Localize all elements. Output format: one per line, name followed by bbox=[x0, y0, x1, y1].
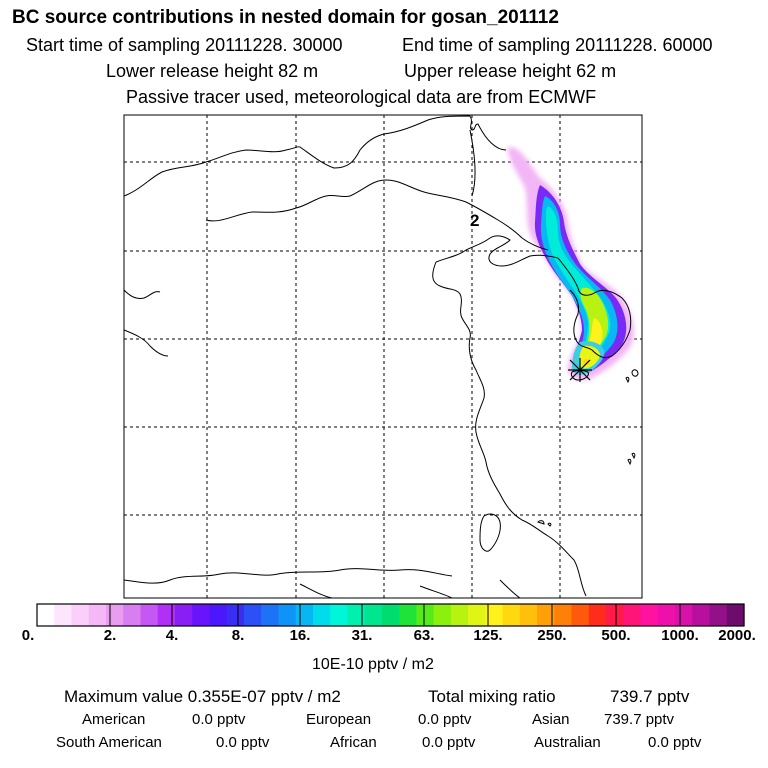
colorbar-cell bbox=[381, 604, 400, 626]
colorbar-tick-label: 31. bbox=[351, 627, 373, 644]
source-south-american-value: 0.0 pptv bbox=[216, 734, 270, 751]
colorbar-cell bbox=[192, 604, 211, 626]
site-number-label: 2 bbox=[470, 211, 479, 230]
colorbar-cell bbox=[502, 604, 521, 626]
map-gridlines bbox=[124, 115, 642, 598]
lower-release-label: Lower release height 82 m bbox=[106, 61, 319, 81]
colorbar-cell bbox=[554, 604, 573, 626]
colorbar-cell bbox=[364, 604, 383, 626]
colorbar-cell bbox=[657, 604, 676, 626]
colorbar-cell bbox=[123, 604, 142, 626]
colorbar-cell bbox=[571, 604, 590, 626]
source-european-value: 0.0 pptv bbox=[418, 711, 472, 728]
colorbar-cell bbox=[174, 604, 193, 626]
colorbar-tick-label: 8. bbox=[231, 627, 245, 644]
colorbar-tick-label: 2. bbox=[103, 627, 117, 644]
coastlines bbox=[124, 115, 639, 598]
colorbar-tick-label: 16. bbox=[289, 627, 311, 644]
end-time-label: End time of sampling 20111228. 60000 bbox=[402, 35, 713, 55]
start-time-label: Start time of sampling 20111228. 30000 bbox=[26, 35, 343, 55]
colorbar-units: 10E-10 pptv / m2 bbox=[312, 656, 434, 673]
colorbar-cell bbox=[226, 604, 245, 626]
colorbar-tick-label: 500. bbox=[601, 627, 631, 644]
colorbar-cell bbox=[157, 604, 176, 626]
colorbar-cell bbox=[416, 604, 435, 626]
total-mixing-ratio-label: Total mixing ratio bbox=[428, 687, 556, 706]
colorbar-cell bbox=[140, 604, 159, 626]
colorbar-cell bbox=[37, 604, 55, 626]
colorbar-cell bbox=[88, 604, 107, 626]
colorbar-cell bbox=[675, 604, 693, 626]
source-asian-value: 739.7 pptv bbox=[604, 711, 675, 728]
colorbar-cell bbox=[71, 604, 90, 626]
colorbar-cell bbox=[692, 604, 711, 626]
colorbar-tick-label: 250. bbox=[537, 627, 567, 644]
colorbar-cell bbox=[519, 604, 538, 626]
source-asian-label: Asian bbox=[532, 711, 570, 728]
colorbar-tick-label: 125. bbox=[473, 627, 503, 644]
colorbar-cell bbox=[243, 604, 262, 626]
colorbar-cell bbox=[347, 604, 366, 626]
colorbar-cell bbox=[726, 604, 745, 626]
colorbar-cell bbox=[640, 604, 659, 626]
maximum-value-label: Maximum value 0.355E-07 pptv / m2 bbox=[64, 687, 341, 706]
source-american-value: 0.0 pptv bbox=[192, 711, 246, 728]
colorbar-cells bbox=[37, 604, 745, 626]
colorbar-cell bbox=[433, 604, 452, 626]
colorbar-cell bbox=[330, 604, 348, 626]
colorbar-cell bbox=[537, 604, 555, 626]
total-mixing-ratio-value: 739.7 pptv bbox=[610, 687, 690, 706]
colorbar-cell bbox=[588, 604, 607, 626]
map-frame bbox=[123, 114, 643, 599]
colorbar-cell bbox=[485, 604, 504, 626]
receptor-site-marker bbox=[568, 358, 592, 382]
source-european-label: European bbox=[306, 711, 372, 728]
colorbar-cell bbox=[709, 604, 728, 626]
colorbar-tick-label: 2000. bbox=[718, 627, 756, 644]
source-australian-label: Australian bbox=[534, 734, 601, 751]
colorbar-cell bbox=[261, 604, 280, 626]
colorbar-cell bbox=[54, 604, 73, 626]
colorbar-cell bbox=[105, 604, 124, 626]
source-south-american-label: South American bbox=[56, 734, 162, 751]
colorbar-cell bbox=[278, 604, 297, 626]
colorbar-tick-label: 1000. bbox=[661, 627, 699, 644]
colorbar-cell bbox=[295, 604, 314, 626]
colorbar-cell bbox=[623, 604, 642, 626]
colorbar-cell bbox=[450, 604, 469, 626]
source-australian-value: 0.0 pptv bbox=[648, 734, 702, 751]
upper-release-label: Upper release height 62 m bbox=[404, 61, 617, 81]
tracer-info-label: Passive tracer used, meteorological data… bbox=[126, 87, 597, 107]
colorbar-tick-label: 63. bbox=[413, 627, 435, 644]
colorbar-cell bbox=[399, 604, 417, 626]
colorbar-tick-label: 4. bbox=[165, 627, 179, 644]
source-african-label: African bbox=[330, 734, 377, 751]
colorbar-tick-label: 0. bbox=[21, 627, 35, 644]
source-american-label: American bbox=[82, 711, 146, 728]
colorbar-cell bbox=[468, 604, 486, 626]
colorbar-frame bbox=[36, 603, 745, 627]
colorbar-cell bbox=[209, 604, 228, 626]
source-african-value: 0.0 pptv bbox=[422, 734, 476, 751]
colorbar-cell bbox=[312, 604, 331, 626]
colorbar-separators bbox=[109, 604, 681, 626]
map-title: BC source contributions in nested domain… bbox=[12, 7, 559, 28]
colorbar-cell bbox=[606, 604, 624, 626]
